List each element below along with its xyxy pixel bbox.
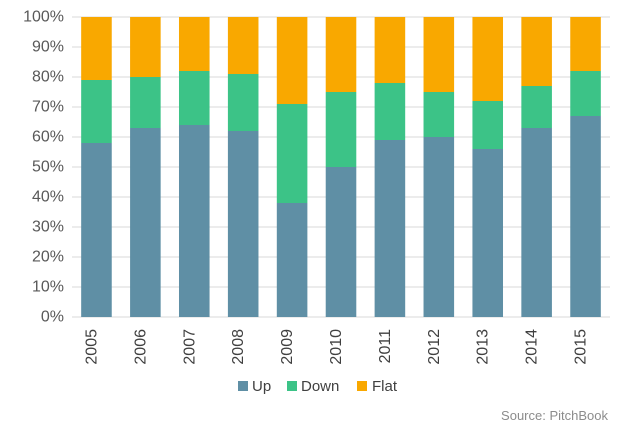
svg-text:10%: 10% (32, 279, 64, 296)
svg-text:40%: 40% (32, 189, 64, 206)
svg-text:2009: 2009 (279, 329, 296, 365)
svg-text:2006: 2006 (132, 329, 149, 365)
svg-text:20%: 20% (32, 249, 64, 266)
svg-text:70%: 70% (32, 99, 64, 116)
svg-text:30%: 30% (32, 219, 64, 236)
svg-text:2014: 2014 (524, 329, 541, 365)
svg-text:80%: 80% (32, 69, 64, 86)
svg-text:90%: 90% (32, 39, 64, 56)
svg-text:100%: 100% (23, 9, 64, 26)
svg-text:2011: 2011 (377, 329, 394, 364)
svg-text:2012: 2012 (426, 329, 443, 365)
svg-text:2013: 2013 (475, 329, 492, 365)
svg-text:50%: 50% (32, 159, 64, 176)
svg-text:2007: 2007 (181, 329, 198, 365)
svg-text:2010: 2010 (328, 329, 345, 365)
svg-text:0%: 0% (41, 309, 64, 326)
svg-text:2015: 2015 (573, 329, 590, 365)
svg-text:60%: 60% (32, 129, 64, 146)
svg-text:2005: 2005 (83, 329, 100, 365)
svg-text:2008: 2008 (230, 329, 247, 365)
